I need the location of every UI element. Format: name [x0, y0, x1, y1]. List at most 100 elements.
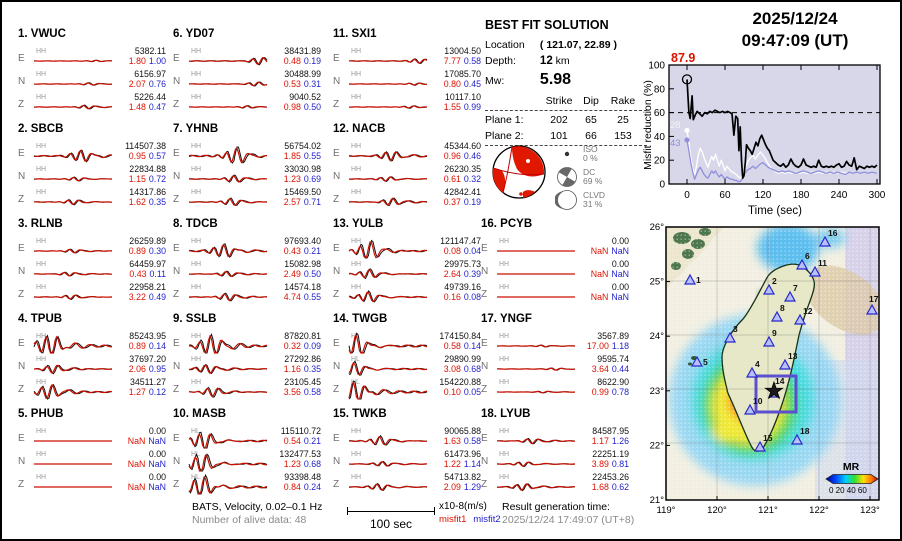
misfit1-value: 1.62: [128, 197, 146, 207]
waveform-trace: [33, 334, 113, 354]
amplitude-value: 45344.60: [444, 141, 481, 151]
component-label: N: [173, 76, 181, 87]
clvd-value: 31 %: [583, 198, 603, 209]
component-label: E: [333, 148, 340, 159]
component-values: 22453.26 1.68 0.62: [579, 472, 629, 492]
svg-text:17: 17: [869, 294, 879, 304]
component-values: 22834.88 1.15 0.72: [116, 164, 166, 184]
misfit1-value: 1.63: [443, 436, 461, 446]
svg-text:23°: 23°: [650, 386, 664, 397]
misfit2-value: 0.68: [303, 459, 321, 469]
component-values: 23105.45 3.56 0.58: [271, 377, 321, 397]
mw-label: Mw:: [485, 75, 505, 87]
waveform-trace: [496, 367, 576, 371]
dc-value: 69 %: [583, 175, 603, 186]
component-row-E: E HH 97693.40 0.43 0.21: [173, 236, 321, 259]
channel-label: HH: [191, 261, 202, 268]
station-YD07: 6. YD07 E HH 38431.89 0.48 0.19 N HH 30488.99 0.5…: [173, 22, 321, 117]
misfit2-legend: misfit2: [473, 514, 501, 525]
channel-label: HH: [191, 379, 202, 386]
misfit1-value: 2.64: [443, 269, 461, 279]
channel-label: HH: [351, 238, 362, 245]
amplitude-value: 90065.88: [444, 426, 481, 436]
misfit1-value: 0.54: [283, 436, 301, 446]
component-label: E: [333, 433, 340, 444]
amplitude-value: 8622.90: [597, 377, 629, 387]
waveform-trace: [348, 82, 428, 86]
svg-text:13: 13: [788, 351, 798, 361]
component-row-E: E HH 45344.60 0.96 0.46: [333, 141, 481, 164]
station-marker-11: [808, 265, 822, 277]
component-values: 64459.97 0.43 0.11: [116, 259, 166, 279]
col-rake: Rake: [610, 95, 636, 107]
misfit1-value: 3.64: [591, 364, 609, 374]
svg-text:24°: 24°: [650, 331, 664, 342]
waveform-trace: [188, 453, 268, 472]
channel-label: HH: [499, 451, 510, 458]
svg-text:25°: 25°: [650, 277, 664, 288]
svg-text:60: 60: [719, 190, 731, 201]
component-row-Z: Z HH 22453.26 1.68 0.62: [481, 472, 629, 495]
colorbar-ticks: 0 20 40 60: [829, 486, 867, 495]
component-values: 9040.52 0.98 0.50: [271, 92, 321, 112]
waveform-trace: [348, 360, 428, 376]
amplitude-value: 37697.20: [129, 354, 166, 364]
component-row-N: N HH 0.00 NaN NaN: [481, 259, 629, 282]
channel-label: HH: [351, 143, 362, 150]
amplitude-value: 114507.38: [125, 141, 166, 151]
component-row-E: E HH 3567.89 17.00 1.18: [481, 331, 629, 354]
waveform-trace: [496, 483, 576, 492]
misfit2-value: 0.49: [148, 292, 166, 302]
component-label: Z: [481, 479, 488, 490]
amplitude-value: 34511.27: [129, 377, 166, 387]
component-row-Z: Z HH 14317.86 1.62 0.35: [18, 187, 166, 210]
waveform-trace: [348, 197, 428, 207]
waveform-trace: [188, 473, 268, 495]
amplitude-value: 22453.26: [592, 472, 629, 482]
misfit1-value: 4.74: [283, 292, 301, 302]
channel-label: HH: [499, 356, 510, 363]
station-title: 16. PCYB: [481, 218, 533, 230]
component-label: E: [173, 243, 180, 254]
component-label: N: [481, 456, 489, 467]
taiwan-map: 119° 120° 121° 122° 123°26°25°24°23°22°21°1 2…: [650, 222, 880, 516]
component-values: 3567.89 17.00 1.18: [579, 331, 629, 351]
location-label: Location: [485, 39, 525, 51]
amplitude-value: 93398.48: [284, 472, 321, 482]
misfit1-value: 17.00: [586, 341, 609, 351]
component-values: 0.00 NaN NaN: [579, 282, 629, 302]
misfit2-value: 0.31: [303, 79, 321, 89]
channel-label: HH: [499, 379, 510, 386]
misfit2-value: 0.71: [303, 197, 321, 207]
component-row-E: E HH 85243.95 0.89 0.14: [18, 331, 166, 354]
waveform-trace: [188, 146, 268, 164]
waveform-trace: [496, 461, 576, 468]
component-row-E: E HH 87820.81 0.32 0.09: [173, 331, 321, 354]
station-TPUB: 4. TPUB E HH 85243.95 0.89 0.14 N HH 37697.20 2.0…: [18, 307, 166, 402]
component-row-Z: Z HH 14574.18 4.74 0.55: [173, 282, 321, 305]
station-column-3: 11. SXI1 E HH 13004.50 7.77 0.58 N HH 17085.70 0.…: [333, 22, 481, 497]
component-values: 30488.99 0.53 0.31: [271, 69, 321, 89]
amplitude-value: 49739.16: [444, 282, 481, 292]
amplitude-value: 15082.98: [284, 259, 321, 269]
component-row-Z: Z HL 154220.88 0.10 0.05: [333, 377, 481, 400]
station-title: 11. SXI1: [333, 28, 377, 40]
waveform-trace: [348, 151, 428, 162]
svg-text:5: 5: [703, 357, 708, 367]
misfit1-value: 0.84: [283, 482, 301, 492]
footer-info: BATS, Velocity, 0.02–0.1 Hz Number of al…: [192, 501, 322, 527]
component-values: 14317.86 1.62 0.35: [116, 187, 166, 207]
misfit2-value: 0.55: [303, 292, 321, 302]
channel-label: HH: [191, 166, 202, 173]
station-marker-1: [683, 273, 697, 285]
station-SBCB: 2. SBCB E HH 114507.38 0.95 0.57 N HH 22834.88 1.…: [18, 117, 166, 212]
channel-label: HH: [36, 356, 47, 363]
penghu-islands: [688, 356, 697, 366]
station-marker-2: [762, 283, 776, 295]
channel-label: HH: [499, 474, 510, 481]
component-row-N: N HH 17085.70 0.80 0.45: [333, 69, 481, 92]
component-values: 5382.11 1.80 1.00: [116, 46, 166, 66]
iso-item: ISO 0 %: [555, 142, 605, 165]
component-row-N: N HH 64459.97 0.43 0.11: [18, 259, 166, 282]
